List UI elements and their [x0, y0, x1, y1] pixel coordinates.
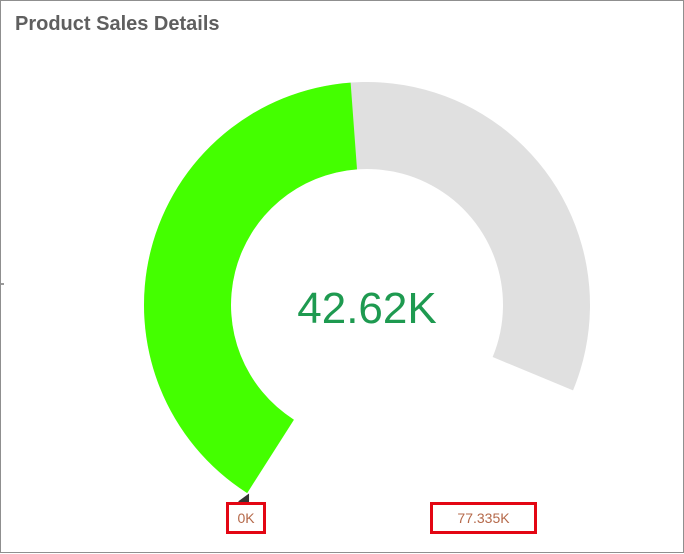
- gauge-value-arc: [144, 82, 358, 494]
- gauge-center-value: 42.62K: [297, 284, 436, 333]
- gauge-min-label: 0K: [226, 502, 266, 534]
- card-edge-tick: [1, 283, 4, 285]
- gauge-max-label: 77.335K: [430, 502, 537, 534]
- card-title: Product Sales Details: [15, 13, 220, 35]
